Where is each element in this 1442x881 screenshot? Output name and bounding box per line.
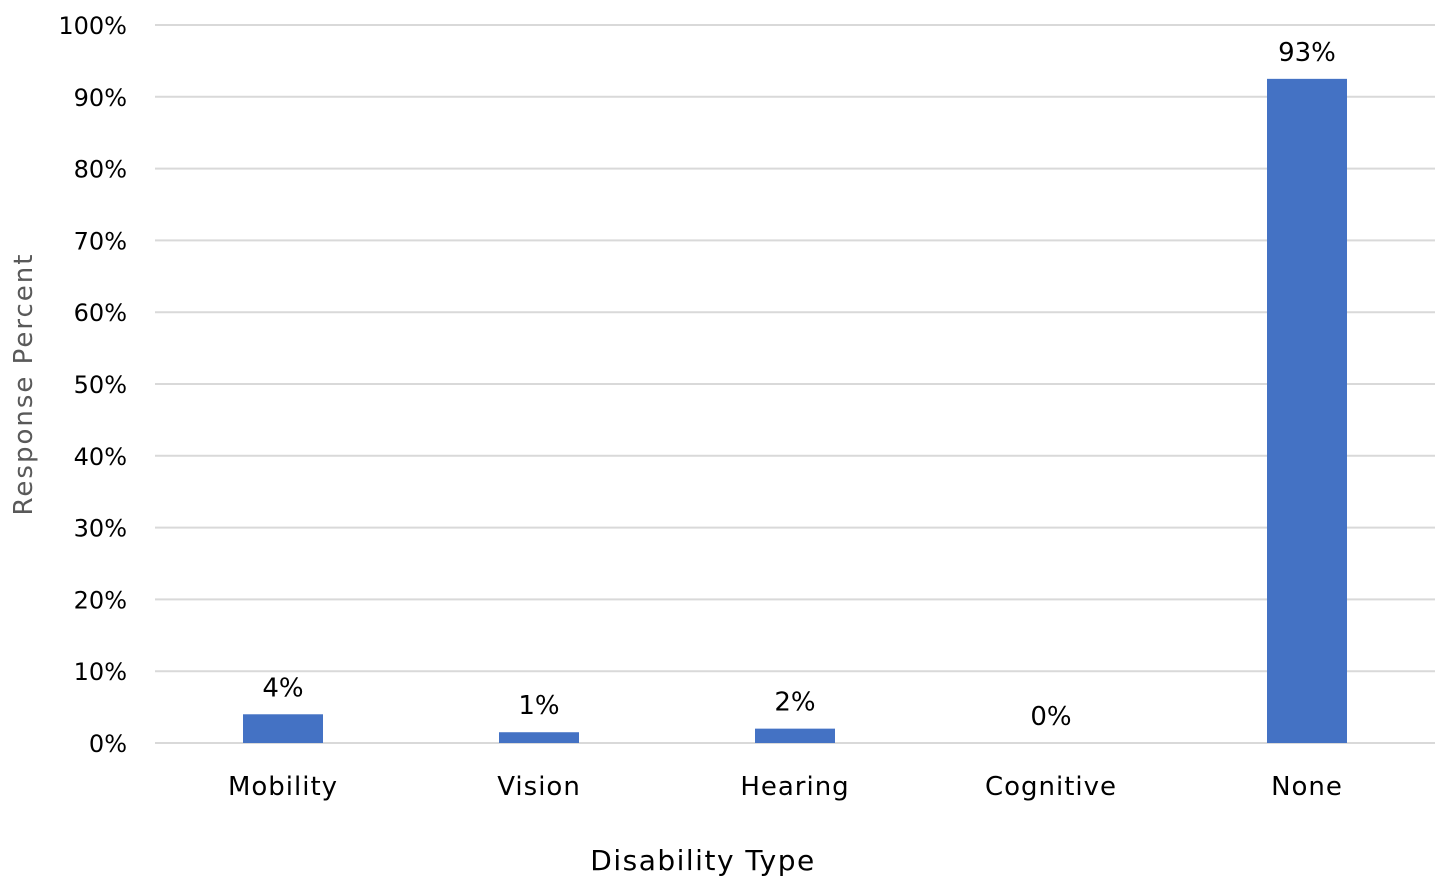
data-label: 2% [774,688,815,718]
data-label: 4% [262,673,303,703]
bar [1267,78,1347,744]
x-category-label: Hearing [740,772,849,802]
y-axis-title: Response Percent [9,253,39,516]
x-category-label: None [1271,772,1343,802]
y-tick-label: 20% [74,586,127,614]
y-tick-label: 50% [74,371,127,399]
x-axis-title: Disability Type [590,844,815,877]
y-axis-tick-labels: 0% 10% 20% 30% 40% 50% 60% 70% 80% 90% 100% [58,12,127,758]
y-tick-label: 10% [74,658,127,686]
x-category-label: Vision [497,772,581,802]
y-tick-label: 100% [58,12,127,40]
x-axis-category-labels: Mobility Vision Hearing Cognitive None [228,772,1343,802]
y-tick-label: 30% [74,515,127,543]
x-category-label: Cognitive [985,772,1117,802]
gridlines [155,24,1435,744]
bars [243,78,1347,744]
data-label: 93% [1278,38,1336,68]
data-label: 0% [1030,702,1071,732]
y-tick-label: 0% [89,730,127,758]
data-label: 1% [518,691,559,721]
y-tick-label: 90% [74,84,127,112]
y-tick-label: 60% [74,299,127,327]
bar [499,732,579,743]
data-labels: 4% 1% 2% 0% 93% [262,38,1336,732]
y-tick-label: 80% [74,156,127,184]
x-category-label: Mobility [228,772,338,802]
y-tick-label: 40% [74,443,127,471]
bar [243,714,323,743]
bar [755,728,835,743]
y-tick-label: 70% [74,227,127,255]
